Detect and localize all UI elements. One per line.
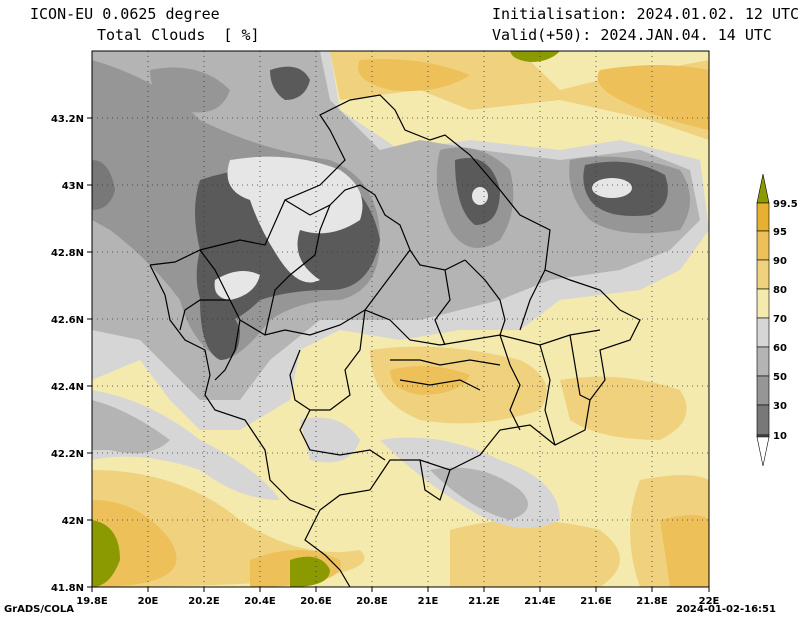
legend-label: 10	[773, 431, 787, 442]
legend-label: 90	[773, 256, 787, 267]
x-tick-label: 22E	[699, 596, 720, 607]
y-tick-label: 42.8N	[51, 248, 84, 259]
legend-label: 50	[773, 372, 787, 383]
legend-swatch	[756, 259, 770, 290]
legend-bottom-triangle	[756, 436, 770, 467]
y-tick-label: 41.8N	[51, 583, 84, 594]
model-title: ICON-EU 0.0625 degree	[30, 5, 220, 23]
x-tick-label: 20E	[138, 596, 159, 607]
y-tick-label: 43N	[62, 181, 84, 192]
y-tick-label: 42.6N	[51, 315, 84, 326]
y-tick-label: 42.2N	[51, 449, 84, 460]
legend-label: 80	[773, 285, 787, 296]
x-tick-label: 20.2E	[188, 596, 220, 607]
init-time: Initialisation: 2024.01.02. 12 UTC	[492, 5, 800, 23]
x-tick-label: 21.2E	[468, 596, 500, 607]
legend-swatch	[756, 404, 770, 436]
x-tick-label: 19.8E	[76, 596, 108, 607]
color-legend	[756, 173, 770, 467]
y-tick-label: 42N	[62, 516, 84, 527]
cloud-field	[92, 51, 709, 587]
legend-swatch	[756, 202, 770, 232]
legend-swatch	[756, 288, 770, 319]
legend-label: 95	[773, 227, 787, 238]
variable-title: Total Clouds [ %]	[97, 26, 260, 44]
footer-timestamp: 2024-01-02-16:51	[676, 604, 776, 615]
legend-swatch	[756, 230, 770, 261]
tick-marks	[87, 117, 710, 592]
legend-label: 99.5	[773, 199, 798, 210]
x-tick-label: 21.6E	[580, 596, 612, 607]
legend-label: 30	[773, 401, 787, 412]
x-tick-label: 21E	[418, 596, 439, 607]
legend-top-triangle	[756, 173, 770, 204]
legend-swatch	[756, 375, 770, 406]
y-tick-label: 43.2N	[51, 114, 84, 125]
x-tick-label: 20.6E	[300, 596, 332, 607]
footer-credit: GrADS/COLA	[4, 604, 74, 615]
legend-label: 60	[773, 343, 787, 354]
x-tick-label: 20.4E	[244, 596, 276, 607]
x-tick-label: 20.8E	[356, 596, 388, 607]
valid-time: Valid(+50): 2024.JAN.04. 14 UTC	[492, 26, 772, 44]
y-tick-label: 42.4N	[51, 382, 84, 393]
x-tick-label: 21.8E	[636, 596, 668, 607]
borders	[149, 94, 641, 587]
legend-label: 70	[773, 314, 787, 325]
legend-swatch	[756, 317, 770, 348]
x-tick-label: 21.4E	[524, 596, 556, 607]
legend-swatch	[756, 346, 770, 377]
